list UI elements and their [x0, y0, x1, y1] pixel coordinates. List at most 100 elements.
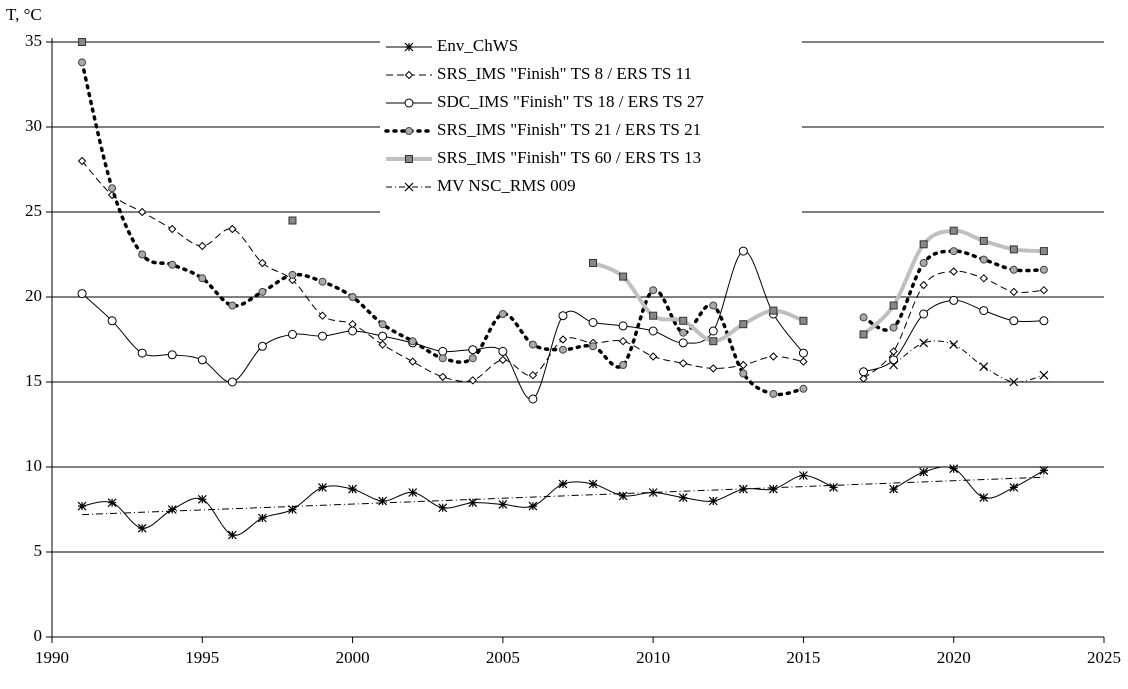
- marker-part: [1009, 265, 1018, 274]
- marker: [404, 70, 414, 80]
- marker: [348, 326, 358, 336]
- marker-part: [588, 318, 598, 327]
- marker-part: [799, 384, 808, 393]
- marker: [709, 301, 718, 310]
- marker: [919, 309, 929, 319]
- marker: [709, 364, 718, 373]
- marker: [708, 326, 718, 336]
- marker-part: [708, 326, 718, 336]
- marker-part: [768, 484, 778, 494]
- marker: [799, 357, 808, 366]
- marker: [528, 370, 538, 380]
- marker-part: [318, 277, 327, 286]
- marker-part: [78, 58, 87, 67]
- marker: [1009, 287, 1019, 297]
- marker: [404, 42, 414, 52]
- legend-label: Env_ChWS: [437, 36, 518, 55]
- y-tick-label: 10: [25, 456, 42, 475]
- marker: [979, 255, 988, 264]
- marker-part: [558, 345, 567, 354]
- marker-part: [648, 488, 658, 497]
- marker: [408, 337, 417, 346]
- marker: [949, 464, 959, 474]
- marker-part: [408, 488, 418, 497]
- marker: [1039, 370, 1049, 380]
- marker: [979, 493, 989, 503]
- marker-part: [889, 360, 899, 370]
- marker: [1009, 482, 1019, 492]
- marker: [318, 311, 327, 320]
- marker-part: [1009, 316, 1019, 326]
- marker: [498, 346, 508, 356]
- marker-part: [919, 259, 928, 267]
- marker: [78, 38, 87, 46]
- marker: [558, 335, 568, 344]
- marker-part: [649, 311, 658, 320]
- marker-part: [889, 301, 898, 310]
- marker-part: [799, 471, 808, 480]
- marker-part: [979, 255, 988, 264]
- marker: [619, 272, 628, 281]
- marker: [919, 338, 929, 348]
- marker-part: [769, 389, 778, 398]
- marker-part: [919, 309, 929, 319]
- marker: [949, 295, 959, 305]
- marker: [438, 346, 448, 356]
- marker: [137, 523, 147, 533]
- marker: [108, 184, 117, 193]
- marker-part: [678, 359, 688, 368]
- marker-part: [919, 240, 928, 249]
- marker-part: [949, 464, 959, 474]
- marker-part: [619, 272, 628, 281]
- legend-label: SDC_IMS "Finish" TS 18 / ERS TS 27: [437, 92, 704, 111]
- marker: [404, 182, 414, 192]
- marker: [919, 280, 928, 290]
- marker-part: [78, 38, 87, 46]
- marker: [77, 156, 87, 166]
- marker-part: [799, 357, 808, 366]
- marker-part: [348, 484, 357, 494]
- plot-area: [77, 38, 1049, 540]
- marker: [738, 246, 748, 256]
- marker: [1039, 465, 1049, 475]
- marker-part: [1039, 285, 1049, 295]
- marker: [859, 367, 869, 377]
- marker-part: [859, 367, 869, 377]
- marker-part: [588, 479, 598, 489]
- marker-part: [228, 224, 237, 234]
- marker-part: [678, 493, 688, 503]
- marker-part: [137, 523, 147, 533]
- marker: [318, 277, 327, 286]
- marker: [949, 340, 959, 350]
- marker: [679, 316, 688, 325]
- marker-part: [498, 499, 508, 509]
- marker: [318, 331, 328, 341]
- marker-part: [228, 301, 237, 310]
- legend-label: SRS_IMS "Finish" TS 8 / ERS TS 11: [437, 64, 692, 83]
- marker: [198, 241, 207, 251]
- marker-part: [558, 335, 568, 344]
- marker-part: [408, 337, 417, 346]
- marker: [708, 496, 718, 506]
- marker-part: [979, 362, 989, 372]
- marker-part: [1039, 247, 1048, 256]
- marker-part: [558, 479, 568, 489]
- marker-part: [619, 361, 628, 369]
- marker: [77, 289, 87, 299]
- marker: [798, 348, 808, 358]
- marker-part: [769, 306, 778, 315]
- marker: [77, 501, 87, 511]
- marker: [408, 488, 418, 497]
- marker-part: [949, 226, 958, 235]
- marker: [949, 267, 958, 276]
- marker-part: [589, 342, 598, 351]
- marker: [1039, 285, 1049, 295]
- y-tick-label: 35: [25, 31, 42, 50]
- marker-part: [197, 494, 207, 504]
- marker-part: [618, 321, 628, 331]
- marker-part: [949, 247, 958, 256]
- marker-part: [468, 376, 478, 385]
- marker: [799, 471, 808, 480]
- y-tick-label: 0: [34, 626, 43, 645]
- marker-part: [859, 330, 868, 339]
